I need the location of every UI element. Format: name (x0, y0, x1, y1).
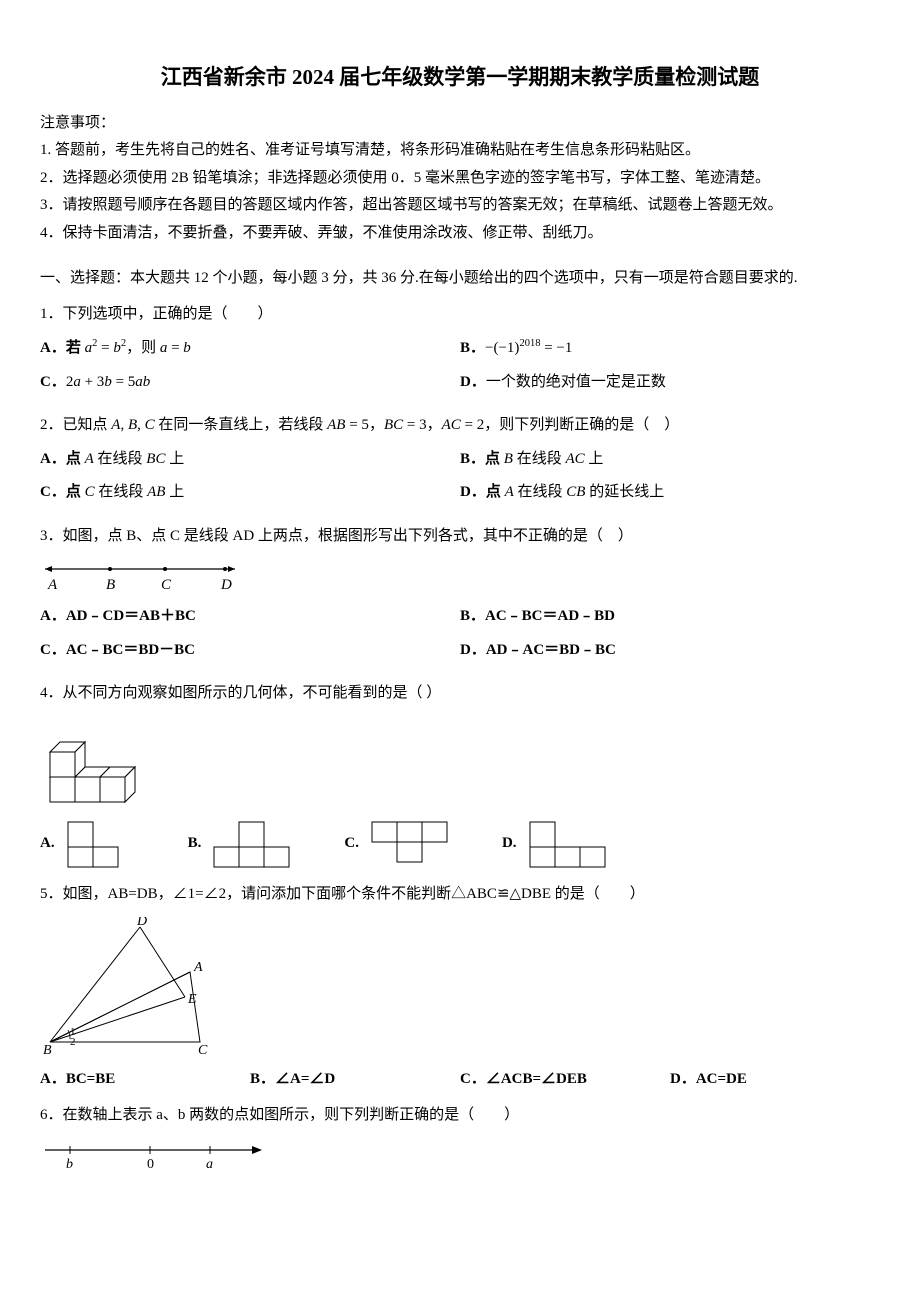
q2a-post: 上 (165, 451, 184, 467)
q2-mid3: ， (427, 417, 442, 433)
svg-text:D: D (136, 917, 147, 929)
q1d-text: 一个数的绝对值一定是正数 (486, 374, 666, 390)
q2-mid2: ， (369, 417, 384, 433)
question-5-stem: 5．如图，AB=DB，∠1=∠2，请问添加下面哪个条件不能判断△ABC≌△DBE… (40, 882, 880, 908)
question-2-options: A．点 A 在线段 BC 上 B．点 B 在线段 AC 上 C．点 C 在线段 … (40, 447, 880, 514)
q2c-pre: C．点 (40, 484, 85, 500)
cube-3d-diagram (40, 717, 160, 807)
q2-option-b: B．点 B 在线段 AC 上 (460, 447, 880, 473)
svg-text:A: A (193, 960, 203, 975)
q5-option-c: C．∠ACB=∠DEB (460, 1067, 670, 1093)
q1c-label: C． (40, 374, 66, 390)
question-1-options: A．若 a2 = b2，则 a = b B．−(−1)2018 = −1 C．2… (40, 335, 880, 403)
q1-option-b: B．−(−1)2018 = −1 (460, 335, 880, 362)
question-2-stem: 2．已知点 A, B, C 在同一条直线上，若线段 AB = 5，BC = 3，… (40, 413, 880, 439)
q4-view-d (525, 817, 620, 872)
triangle-diagram: B C D A E 1 2 (40, 917, 220, 1057)
q5-option-a: A．BC=BE (40, 1067, 250, 1093)
q4-option-d: D. (502, 817, 620, 872)
q1b-label: B． (460, 340, 485, 356)
question-4-options: A. B. C. (40, 817, 880, 872)
svg-text:B: B (43, 1043, 52, 1057)
q2-option-d: D．点 A 在线段 CB 的延长线上 (460, 480, 880, 506)
question-5-options: A．BC=BE B．∠A=∠D C．∠ACB=∠DEB D．AC=DE (40, 1067, 880, 1093)
q2a-pre: A．点 (40, 451, 85, 467)
q1a-mid: ，则 (126, 340, 160, 356)
q4-view-c (367, 817, 462, 872)
svg-text:B: B (106, 577, 115, 593)
q2b-mid: 在线段 (513, 451, 566, 467)
q2d-post: 的延长线上 (585, 484, 664, 500)
svg-text:b: b (66, 1157, 73, 1172)
exam-title: 江西省新余市 2024 届七年级数学第一学期期末教学质量检测试题 (40, 60, 880, 96)
q2d-pre: D．点 (460, 484, 505, 500)
question-3-stem: 3．如图，点 B、点 C 是线段 AD 上两点，根据图形写出下列各式，其中不正确… (40, 524, 880, 550)
q3-option-c: C．AC﹣BC＝BD－BC (40, 638, 460, 664)
question-1-stem: 1．下列选项中，正确的是（ ） (40, 302, 880, 328)
notice-item-1: 1. 答题前，考生先将自己的姓名、准考证号填写清楚，将条形码准确粘贴在考生信息条… (40, 138, 880, 164)
svg-text:D: D (220, 577, 232, 593)
question-6-stem: 6．在数轴上表示 a、b 两数的点如图所示，则下列判断正确的是（ ） (40, 1103, 880, 1129)
q2-pre: 2．已知点 (40, 417, 111, 433)
line-segment-diagram: A B C D (40, 559, 240, 594)
q6-figure: b 0 a (40, 1138, 880, 1173)
q1-option-d: D．一个数的绝对值一定是正数 (460, 370, 880, 396)
q4-option-a: A. (40, 817, 148, 872)
svg-text:C: C (161, 577, 172, 593)
q4-view-a (63, 817, 148, 872)
number-line-diagram: b 0 a (40, 1138, 270, 1173)
notice-heading: 注意事项： (40, 111, 880, 137)
notice-item-2: 2．选择题必须使用 2B 铅笔填涂；非选择题必须使用 0．5 毫米黑色字迹的签字… (40, 166, 880, 192)
q2-option-a: A．点 A 在线段 BC 上 (40, 447, 460, 473)
svg-text:0: 0 (147, 1157, 154, 1172)
q4-figure (40, 717, 880, 807)
notice-item-3: 3．请按照题号顺序在各题目的答题区域内作答，超出答题区域书写的答案无效；在草稿纸… (40, 193, 880, 219)
q2a-mid: 在线段 (94, 451, 147, 467)
q4-view-b (209, 817, 304, 872)
q1-option-c: C．2a + 3b = 5ab (40, 370, 460, 396)
q2b-post: 上 (585, 451, 604, 467)
section-1-heading: 一、选择题：本大题共 12 个小题，每小题 3 分，共 36 分.在每小题给出的… (40, 266, 880, 292)
q5-figure: B C D A E 1 2 (40, 917, 880, 1057)
notice-item-4: 4．保持卡面清洁，不要折叠，不要弄破、弄皱，不准使用涂改液、修正带、刮纸刀。 (40, 221, 880, 247)
svg-text:2: 2 (70, 1036, 76, 1048)
q4-option-b: B. (188, 817, 305, 872)
svg-text:a: a (206, 1157, 213, 1172)
q1-option-a: A．若 a2 = b2，则 a = b (40, 335, 460, 362)
svg-text:C: C (198, 1043, 208, 1057)
question-4-stem: 4．从不同方向观察如图所示的几何体，不可能看到的是（ ） (40, 681, 880, 707)
svg-text:A: A (47, 577, 58, 593)
q5-option-b: B．∠A=∠D (250, 1067, 460, 1093)
q2b-pre: B．点 (460, 451, 504, 467)
q2-mid4: ，则下列判断正确的是（ ） (484, 417, 679, 433)
q2d-mid: 在线段 (514, 484, 567, 500)
q4-option-c: C. (344, 817, 462, 872)
q2-mid1: 在同一条直线上，若线段 (155, 417, 328, 433)
q1a-pre: A．若 (40, 340, 85, 356)
q3-option-b: B．AC﹣BC＝AD﹣BD (460, 604, 880, 630)
q5-option-d: D．AC=DE (670, 1067, 880, 1093)
question-3-options: A．AD﹣CD＝AB＋BC B．AC﹣BC＝AD﹣BD C．AC﹣BC＝BD－B… (40, 604, 880, 671)
q2-option-c: C．点 C 在线段 AB 上 (40, 480, 460, 506)
svg-text:E: E (187, 992, 197, 1007)
q3-option-a: A．AD﹣CD＝AB＋BC (40, 604, 460, 630)
q2c-post: 上 (165, 484, 184, 500)
q3-figure: A B C D (40, 559, 880, 594)
q2c-mid: 在线段 (95, 484, 148, 500)
q3-option-d: D．AD﹣AC＝BD﹣BC (460, 638, 880, 664)
